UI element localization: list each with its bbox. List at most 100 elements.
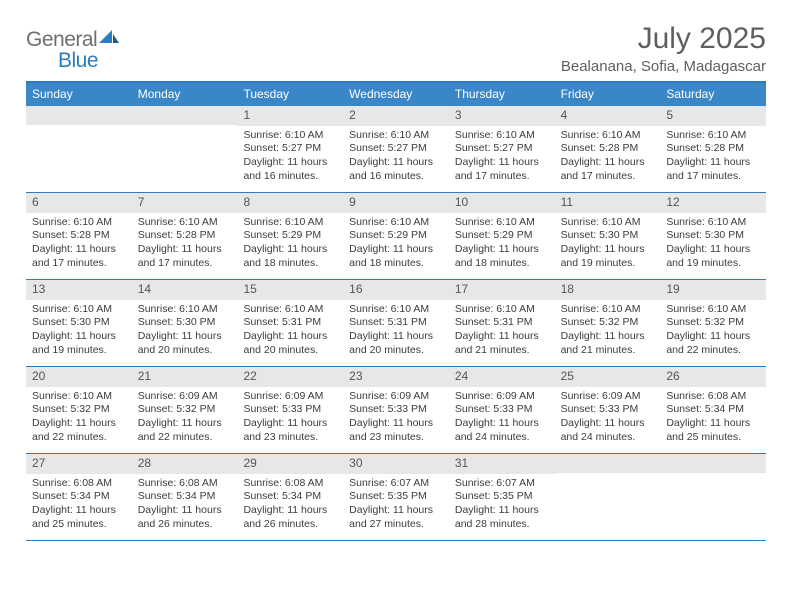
daylight-text: Daylight: 11 hours and 16 minutes. [349,156,443,183]
weekday-header: Wednesday [343,83,449,106]
day-number: 27 [26,454,132,474]
day-body: Sunrise: 6:10 AMSunset: 5:29 PMDaylight:… [343,213,449,275]
sunset-text: Sunset: 5:31 PM [349,316,443,330]
day-number: 17 [449,280,555,300]
day-body: Sunrise: 6:08 AMSunset: 5:34 PMDaylight:… [26,474,132,536]
calendar-day-cell: 4Sunrise: 6:10 AMSunset: 5:28 PMDaylight… [555,106,661,192]
sunrise-text: Sunrise: 6:10 AM [561,216,655,230]
calendar-day-cell: 7Sunrise: 6:10 AMSunset: 5:28 PMDaylight… [132,193,238,279]
calendar-day-cell: 10Sunrise: 6:10 AMSunset: 5:29 PMDayligh… [449,193,555,279]
daylight-text: Daylight: 11 hours and 25 minutes. [32,504,126,531]
day-body: Sunrise: 6:08 AMSunset: 5:34 PMDaylight:… [660,387,766,449]
logo: GeneralBlue [26,24,119,71]
day-number: 23 [343,367,449,387]
calendar-week-row: 1Sunrise: 6:10 AMSunset: 5:27 PMDaylight… [26,106,766,193]
day-body: Sunrise: 6:10 AMSunset: 5:30 PMDaylight:… [660,213,766,275]
day-number: 5 [660,106,766,126]
sunset-text: Sunset: 5:33 PM [349,403,443,417]
day-number: 7 [132,193,238,213]
day-number: 12 [660,193,766,213]
day-number: 25 [555,367,661,387]
daylight-text: Daylight: 11 hours and 28 minutes. [455,504,549,531]
sunrise-text: Sunrise: 6:10 AM [32,216,126,230]
sunrise-text: Sunrise: 6:10 AM [455,216,549,230]
day-body [26,125,132,185]
sunset-text: Sunset: 5:33 PM [561,403,655,417]
calendar-day-cell: 3Sunrise: 6:10 AMSunset: 5:27 PMDaylight… [449,106,555,192]
calendar-day-cell [132,106,238,192]
day-number: 3 [449,106,555,126]
calendar-day-cell: 8Sunrise: 6:10 AMSunset: 5:29 PMDaylight… [237,193,343,279]
sunrise-text: Sunrise: 6:10 AM [349,129,443,143]
sunset-text: Sunset: 5:32 PM [138,403,232,417]
daylight-text: Daylight: 11 hours and 17 minutes. [455,156,549,183]
sunset-text: Sunset: 5:35 PM [455,490,549,504]
calendar-day-cell: 2Sunrise: 6:10 AMSunset: 5:27 PMDaylight… [343,106,449,192]
sunrise-text: Sunrise: 6:10 AM [666,129,760,143]
sunset-text: Sunset: 5:33 PM [243,403,337,417]
calendar-day-cell [26,106,132,192]
daylight-text: Daylight: 11 hours and 26 minutes. [243,504,337,531]
calendar-week-row: 6Sunrise: 6:10 AMSunset: 5:28 PMDaylight… [26,193,766,280]
calendar-day-cell: 25Sunrise: 6:09 AMSunset: 5:33 PMDayligh… [555,367,661,453]
day-body: Sunrise: 6:10 AMSunset: 5:28 PMDaylight:… [555,126,661,188]
daylight-text: Daylight: 11 hours and 23 minutes. [243,417,337,444]
calendar-day-cell: 11Sunrise: 6:10 AMSunset: 5:30 PMDayligh… [555,193,661,279]
daylight-text: Daylight: 11 hours and 27 minutes. [349,504,443,531]
daylight-text: Daylight: 11 hours and 16 minutes. [243,156,337,183]
weekday-header: Thursday [449,83,555,106]
sunset-text: Sunset: 5:29 PM [455,229,549,243]
day-number: 22 [237,367,343,387]
logo-sail-icon [99,28,119,44]
sunrise-text: Sunrise: 6:07 AM [455,477,549,491]
day-body: Sunrise: 6:10 AMSunset: 5:29 PMDaylight:… [449,213,555,275]
day-body [555,473,661,533]
sunrise-text: Sunrise: 6:10 AM [666,303,760,317]
calendar-day-cell: 9Sunrise: 6:10 AMSunset: 5:29 PMDaylight… [343,193,449,279]
sunset-text: Sunset: 5:34 PM [32,490,126,504]
sunrise-text: Sunrise: 6:10 AM [561,303,655,317]
day-body: Sunrise: 6:10 AMSunset: 5:31 PMDaylight:… [343,300,449,362]
daylight-text: Daylight: 11 hours and 18 minutes. [349,243,443,270]
calendar-day-cell: 22Sunrise: 6:09 AMSunset: 5:33 PMDayligh… [237,367,343,453]
daylight-text: Daylight: 11 hours and 19 minutes. [666,243,760,270]
sunrise-text: Sunrise: 6:07 AM [349,477,443,491]
sunset-text: Sunset: 5:30 PM [666,229,760,243]
weekday-header: Tuesday [237,83,343,106]
day-number: 1 [237,106,343,126]
daylight-text: Daylight: 11 hours and 26 minutes. [138,504,232,531]
day-body: Sunrise: 6:10 AMSunset: 5:28 PMDaylight:… [660,126,766,188]
sunrise-text: Sunrise: 6:10 AM [243,303,337,317]
calendar-day-cell: 20Sunrise: 6:10 AMSunset: 5:32 PMDayligh… [26,367,132,453]
daylight-text: Daylight: 11 hours and 21 minutes. [455,330,549,357]
day-body: Sunrise: 6:10 AMSunset: 5:28 PMDaylight:… [132,213,238,275]
calendar-day-cell: 5Sunrise: 6:10 AMSunset: 5:28 PMDaylight… [660,106,766,192]
calendar-day-cell: 17Sunrise: 6:10 AMSunset: 5:31 PMDayligh… [449,280,555,366]
month-title: July 2025 [561,24,766,54]
calendar-weeks: 1Sunrise: 6:10 AMSunset: 5:27 PMDaylight… [26,106,766,541]
calendar-week-row: 13Sunrise: 6:10 AMSunset: 5:30 PMDayligh… [26,280,766,367]
day-body: Sunrise: 6:10 AMSunset: 5:28 PMDaylight:… [26,213,132,275]
day-body: Sunrise: 6:09 AMSunset: 5:33 PMDaylight:… [343,387,449,449]
day-body: Sunrise: 6:10 AMSunset: 5:27 PMDaylight:… [237,126,343,188]
sunrise-text: Sunrise: 6:09 AM [561,390,655,404]
calendar: SundayMondayTuesdayWednesdayThursdayFrid… [26,81,766,541]
calendar-day-cell: 13Sunrise: 6:10 AMSunset: 5:30 PMDayligh… [26,280,132,366]
day-body [132,125,238,185]
day-body: Sunrise: 6:08 AMSunset: 5:34 PMDaylight:… [237,474,343,536]
sunrise-text: Sunrise: 6:10 AM [349,303,443,317]
sunset-text: Sunset: 5:35 PM [349,490,443,504]
sunrise-text: Sunrise: 6:10 AM [666,216,760,230]
day-number: 15 [237,280,343,300]
location: Bealanana, Sofia, Madagascar [561,58,766,75]
sunrise-text: Sunrise: 6:08 AM [243,477,337,491]
sunrise-text: Sunrise: 6:10 AM [32,303,126,317]
sunset-text: Sunset: 5:30 PM [32,316,126,330]
sunset-text: Sunset: 5:30 PM [561,229,655,243]
day-body: Sunrise: 6:10 AMSunset: 5:32 PMDaylight:… [660,300,766,362]
weekday-header-row: SundayMondayTuesdayWednesdayThursdayFrid… [26,83,766,106]
day-number: 14 [132,280,238,300]
sunset-text: Sunset: 5:28 PM [561,142,655,156]
day-number: 6 [26,193,132,213]
day-number: 21 [132,367,238,387]
